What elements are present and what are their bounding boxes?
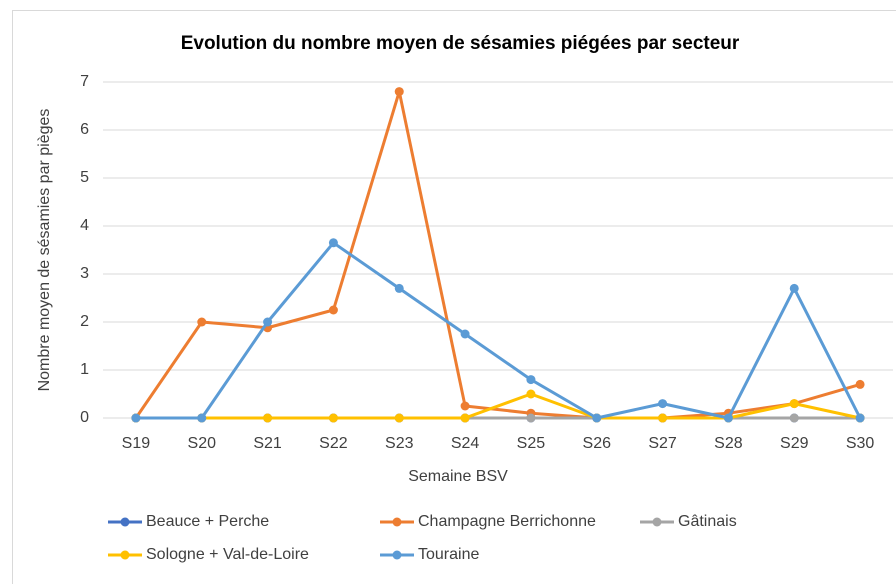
y-axis-label: Nombre moyen de sésamies par pièges bbox=[36, 109, 53, 392]
data-point bbox=[394, 413, 404, 423]
legend-label: Beauce + Perche bbox=[146, 513, 269, 530]
legend-label: Sologne + Val-de-Loire bbox=[146, 546, 309, 563]
y-tick-label: 0 bbox=[80, 409, 89, 426]
data-point bbox=[658, 399, 668, 409]
y-tick-label: 2 bbox=[80, 313, 89, 330]
series-line bbox=[134, 90, 861, 420]
legend-marker bbox=[392, 550, 402, 560]
data-point bbox=[328, 238, 338, 248]
y-tick-label: 4 bbox=[80, 217, 89, 234]
data-point bbox=[526, 389, 536, 399]
legend-marker bbox=[120, 517, 130, 527]
x-tick-label: S30 bbox=[846, 435, 875, 452]
data-point bbox=[789, 399, 799, 409]
y-tick-label: 5 bbox=[80, 169, 89, 186]
series-line bbox=[135, 241, 862, 420]
y-tick-label: 1 bbox=[80, 361, 89, 378]
series-line bbox=[135, 392, 861, 420]
x-tick-label: S19 bbox=[122, 435, 151, 452]
data-point bbox=[658, 413, 668, 423]
x-tick-label: S24 bbox=[451, 435, 480, 452]
data-point bbox=[526, 375, 536, 385]
legend-label: Gâtinais bbox=[678, 513, 737, 530]
data-point bbox=[394, 87, 404, 97]
legend-marker bbox=[652, 517, 662, 527]
data-point bbox=[723, 413, 733, 423]
data-point bbox=[460, 329, 470, 339]
data-point bbox=[592, 413, 602, 423]
data-point bbox=[328, 413, 338, 423]
y-tick-label: 6 bbox=[80, 121, 89, 138]
x-tick-label: S20 bbox=[188, 435, 217, 452]
data-point bbox=[526, 413, 536, 423]
data-point bbox=[855, 379, 865, 389]
x-tick-label: S29 bbox=[780, 435, 809, 452]
x-tick-label: S23 bbox=[385, 435, 414, 452]
chart-frame bbox=[12, 10, 896, 584]
legend-label: Champagne Berrichonne bbox=[418, 513, 596, 530]
x-axis-label: Semaine BSV bbox=[408, 468, 508, 485]
y-tick-label: 7 bbox=[80, 73, 89, 90]
data-point bbox=[328, 305, 338, 315]
data-point bbox=[855, 413, 865, 423]
legend-marker bbox=[392, 517, 402, 527]
data-point bbox=[789, 283, 799, 293]
data-point bbox=[263, 317, 273, 327]
x-tick-label: S22 bbox=[319, 435, 348, 452]
data-point bbox=[197, 413, 207, 423]
data-point bbox=[394, 283, 404, 293]
data-point bbox=[789, 413, 799, 423]
legend-label: Touraine bbox=[418, 546, 479, 563]
x-tick-label: S28 bbox=[714, 435, 743, 452]
y-tick-label: 3 bbox=[80, 265, 89, 282]
data-point bbox=[460, 413, 470, 423]
data-point bbox=[197, 317, 207, 327]
chart-title: Evolution du nombre moyen de sésamies pi… bbox=[181, 33, 740, 54]
data-point bbox=[131, 413, 141, 423]
x-tick-label: S21 bbox=[253, 435, 282, 452]
legend-marker bbox=[120, 550, 130, 560]
x-tick-label: S25 bbox=[517, 435, 546, 452]
x-tick-label: S26 bbox=[583, 435, 612, 452]
x-tick-label: S27 bbox=[648, 435, 677, 452]
data-point bbox=[263, 413, 273, 423]
data-point bbox=[460, 401, 470, 411]
